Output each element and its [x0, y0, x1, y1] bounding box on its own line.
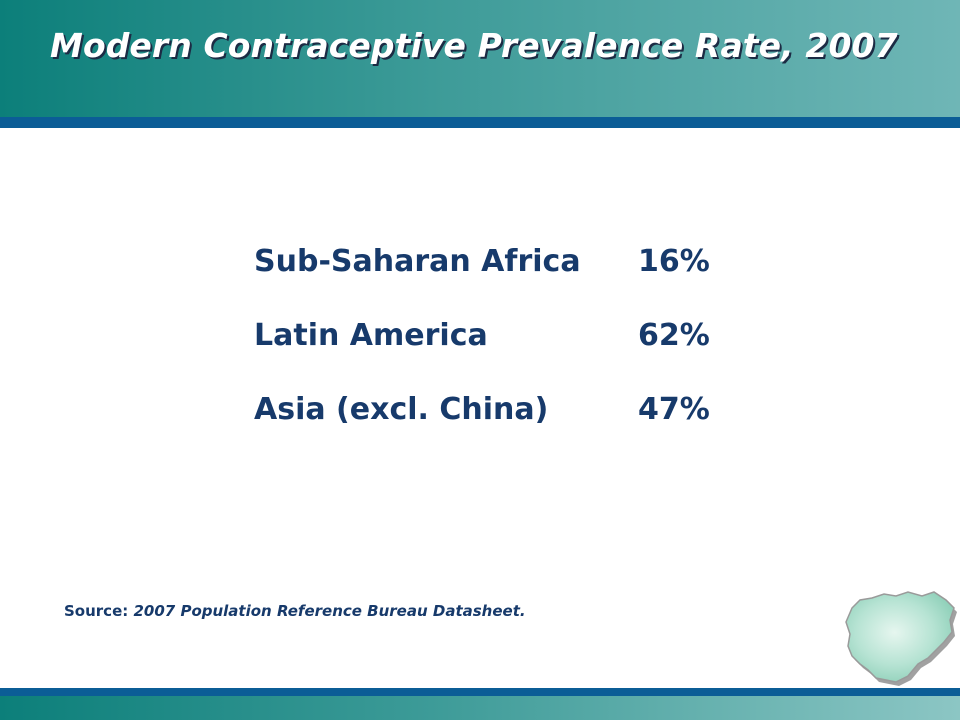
stat-label: Asia (excl. China): [254, 392, 549, 427]
footer-divider: [0, 688, 960, 696]
stat-label: Sub-Saharan Africa: [254, 244, 581, 279]
footer-bar: [0, 688, 960, 720]
nigeria-map-icon: [845, 591, 957, 686]
source-prefix: Source:: [64, 602, 129, 620]
slide-title: Modern Contraceptive Prevalence Rate, 20…: [50, 26, 898, 65]
source-citation: Source: 2007 Population Reference Bureau…: [64, 602, 526, 620]
title-bar: Modern Contraceptive Prevalence Rate, 20…: [0, 0, 960, 117]
stat-label: Latin America: [254, 318, 488, 353]
stat-value: 62%: [638, 318, 710, 353]
footer-gradient: [0, 696, 960, 720]
stat-value: 16%: [638, 244, 710, 279]
title-divider: [0, 117, 960, 128]
stat-row-latin-america: Latin America 62%: [254, 314, 734, 388]
stat-row-sub-saharan-africa: Sub-Saharan Africa 16%: [254, 240, 734, 314]
stat-row-asia: Asia (excl. China) 47%: [254, 388, 734, 462]
stat-value: 47%: [638, 392, 710, 427]
source-text: 2007 Population Reference Bureau Datashe…: [133, 602, 526, 620]
stats-table: Sub-Saharan Africa 16% Latin America 62%…: [254, 240, 734, 462]
